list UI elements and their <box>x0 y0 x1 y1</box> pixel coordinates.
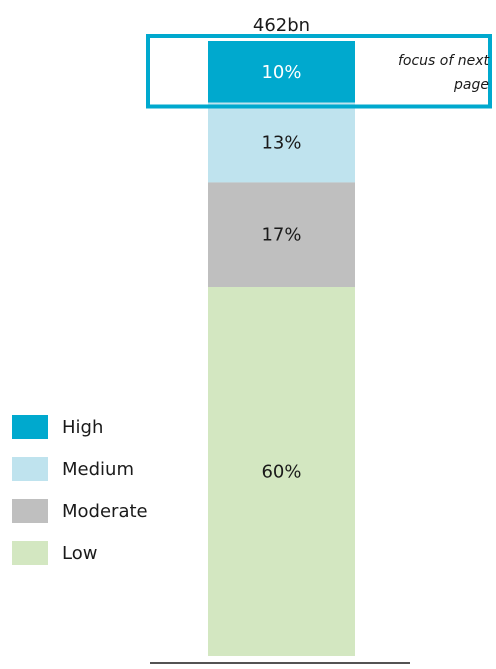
legend: High Medium Moderate Low <box>12 406 148 574</box>
callout-text-line2: page <box>453 77 489 93</box>
segment-label-medium: 13% <box>261 132 301 153</box>
legend-item-low: Low <box>12 532 148 574</box>
legend-swatch-low <box>12 541 48 565</box>
legend-label-moderate: Moderate <box>62 500 148 522</box>
segment-label-low: 60% <box>261 462 301 483</box>
bar-segment-high <box>208 41 355 103</box>
legend-label-medium: Medium <box>62 458 134 480</box>
segment-labels: 10% 13% 17% 60% <box>261 62 301 483</box>
legend-label-low: Low <box>62 542 98 564</box>
legend-item-medium: Medium <box>12 448 148 490</box>
segment-label-moderate: 17% <box>261 225 301 246</box>
legend-swatch-moderate <box>12 499 48 523</box>
legend-item-high: High <box>12 406 148 448</box>
legend-label-high: High <box>62 416 104 438</box>
bar-segment-low <box>208 287 355 656</box>
focus-callout: focus of next page <box>146 34 492 109</box>
legend-item-moderate: Moderate <box>12 490 148 532</box>
segment-label-high: 10% <box>261 62 301 83</box>
bar-segments <box>208 41 355 656</box>
bar-segment-medium <box>208 102 355 183</box>
callout-box <box>146 34 492 109</box>
total-label: 462bn <box>253 15 310 36</box>
legend-swatch-high <box>12 415 48 439</box>
bar-segment-moderate <box>208 182 355 287</box>
legend-swatch-medium <box>12 457 48 481</box>
callout-text-line1: focus of next <box>398 53 490 69</box>
